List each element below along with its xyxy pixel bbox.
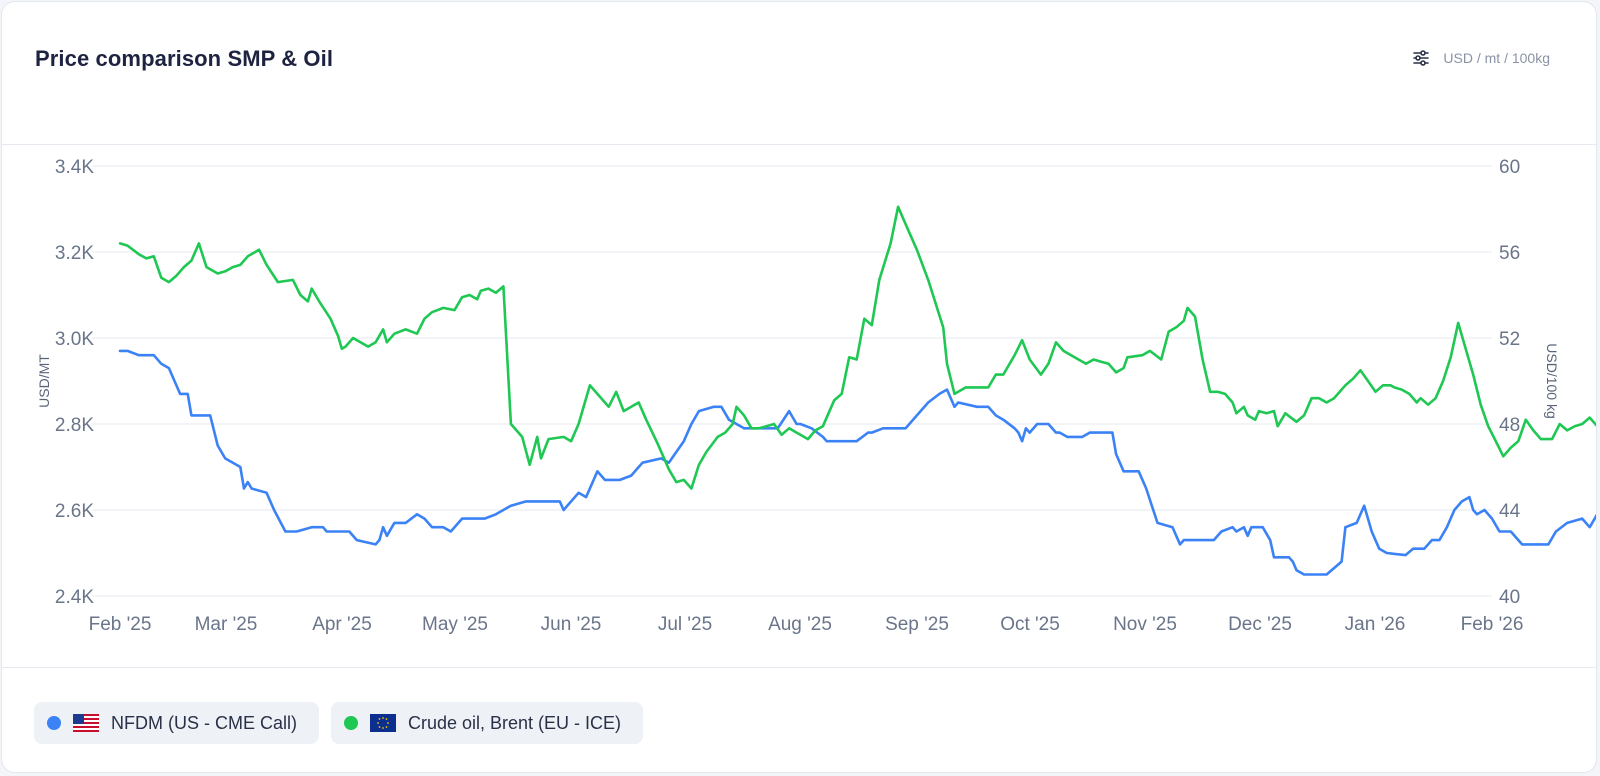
x-tick-label: Jan '26 [1345,614,1406,635]
y-left-tick-label: 2.6K [55,501,94,522]
y-right-tick-label: 48 [1499,415,1520,436]
x-tick-label: Jun '25 [541,614,602,635]
y-right-tick-label: 40 [1499,587,1520,608]
us-flag-icon [73,714,99,732]
y-left-tick-label: 3.0K [55,329,94,350]
x-tick-label: Mar '25 [195,614,258,635]
x-tick-label: Feb '25 [89,614,152,635]
y-right-tick-label: 60 [1499,157,1520,178]
y-left-tick-label: 2.4K [55,587,94,608]
x-tick-label: May '25 [422,614,488,635]
units-settings-button[interactable]: USD / mt / 100kg [1413,50,1550,66]
x-tick-label: Nov '25 [1113,614,1177,635]
y-right-tick-label: 52 [1499,329,1520,350]
x-tick-label: Oct '25 [1000,614,1060,635]
chart-area: 3.4K 3.2K 3.0K 2.8K 2.6K 2.4K 60 56 52 48 44 40 Feb … [2,145,1596,665]
page-title: Price comparison SMP & Oil [35,46,334,71]
legend-label-brent: Crude oil, Brent (EU - ICE) [408,712,622,733]
series-line-nfdm [118,349,1596,576]
y-right-tick-label: 56 [1499,243,1520,264]
legend-item-nfdm[interactable]: NFDM (US - CME Call) [34,702,319,744]
legend-item-brent[interactable]: Crude oil, Brent (EU - ICE) [331,702,644,744]
x-tick-label: Dec '25 [1228,614,1292,635]
y-left-tick-label: 2.8K [55,415,94,436]
card-header: Price comparison SMP & Oil USD / mt / 10… [2,2,1596,145]
x-tick-label: Aug '25 [768,614,832,635]
y-right-axis-label: USD/100 kg [1544,343,1560,418]
series-line-brent [118,205,1596,490]
units-label[interactable]: USD / mt / 100kg [1443,50,1550,66]
legend-label-nfdm: NFDM (US - CME Call) [111,712,297,733]
legend: NFDM (US - CME Call) [34,702,644,744]
y-left-tick-label: 3.2K [55,243,94,264]
legend-bar: NFDM (US - CME Call) [2,667,1596,772]
eu-flag-icon [370,714,396,732]
y-left-tick-label: 3.4K [55,157,94,178]
legend-dot-brent [344,716,358,730]
sliders-icon[interactable] [1413,50,1430,66]
x-tick-label: Sep '25 [885,614,949,635]
x-tick-label: Feb '26 [1461,614,1524,635]
legend-dot-nfdm [47,716,61,730]
x-tick-label: Jul '25 [658,614,712,635]
price-line-chart: 3.4K 3.2K 3.0K 2.8K 2.6K 2.4K 60 56 52 48 44 40 Feb … [36,157,1596,635]
y-left-axis-label: USD/MT [36,354,52,408]
y-right-tick-label: 44 [1499,501,1521,522]
x-tick-label: Apr '25 [312,614,372,635]
